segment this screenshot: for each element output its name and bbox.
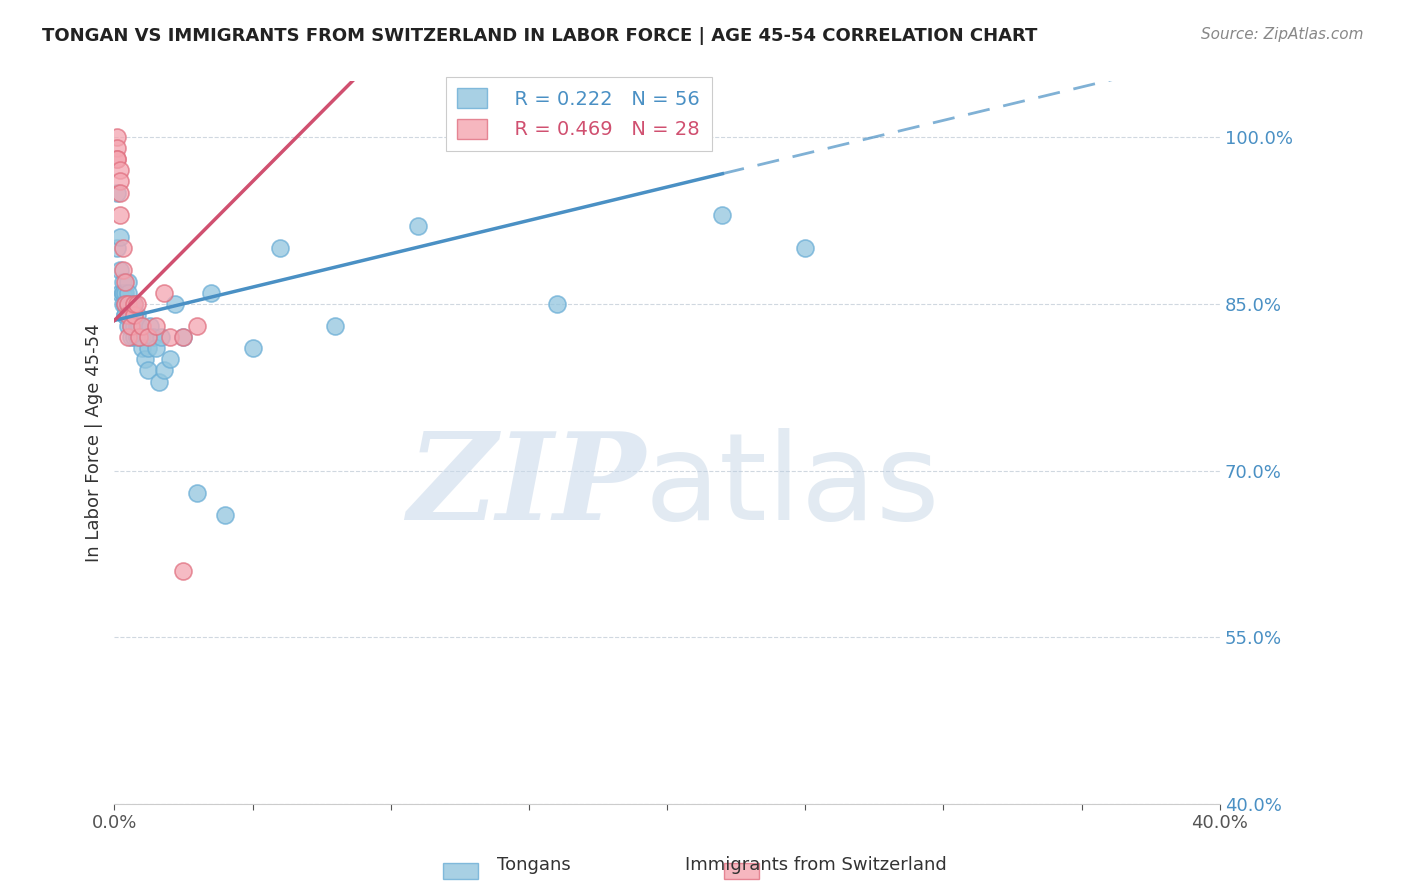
Point [546,297,568,311]
Point [122,297,145,311]
Point [125,297,148,311]
Point [145,341,167,355]
Point [114,275,136,289]
Text: atlas: atlas [645,427,941,545]
Point [114,308,136,322]
Point [159,352,181,367]
Point [122,297,145,311]
Text: Tongans: Tongans [498,855,571,873]
Point [159,330,181,344]
Point [200,285,222,300]
Point [111,285,134,300]
Point [173,330,195,344]
Point [117,330,139,344]
Point [139,318,162,333]
Point [131,330,153,344]
Point [108,263,131,277]
Point [142,330,165,344]
Point [105,130,128,145]
Point [214,508,236,522]
Point [108,174,131,188]
Y-axis label: In Labor Force | Age 45-54: In Labor Force | Age 45-54 [86,324,103,562]
Point [105,153,128,167]
Point [153,285,176,300]
Point [711,208,734,222]
Point [325,318,347,333]
Point [117,297,139,311]
Point [108,186,131,200]
Point [165,297,187,311]
Point [114,285,136,300]
Point [136,341,159,355]
Point [136,330,159,344]
Point [186,485,208,500]
Point [186,318,208,333]
Point [120,297,142,311]
Point [117,275,139,289]
Point [131,341,153,355]
Point [128,330,150,344]
Point [111,275,134,289]
Point [125,308,148,322]
Point [117,318,139,333]
Point [131,318,153,333]
Point [150,330,173,344]
Point [173,564,195,578]
Point [134,352,156,367]
Point [111,241,134,255]
Point [242,341,264,355]
Point [269,241,291,255]
Point [794,241,817,255]
Point [108,163,131,178]
Legend:   R = 0.222   N = 56,   R = 0.469   N = 28: R = 0.222 N = 56, R = 0.469 N = 28 [446,77,711,151]
Point [122,318,145,333]
Point [128,318,150,333]
Text: ZIP: ZIP [406,426,645,545]
Point [120,318,142,333]
Point [108,208,131,222]
Point [108,230,131,244]
Point [122,330,145,344]
Point [153,363,176,377]
Point [122,308,145,322]
Point [136,363,159,377]
Point [111,297,134,311]
Point [148,375,170,389]
Point [114,297,136,311]
Text: TONGAN VS IMMIGRANTS FROM SWITZERLAND IN LABOR FORCE | AGE 45-54 CORRELATION CHA: TONGAN VS IMMIGRANTS FROM SWITZERLAND IN… [42,27,1038,45]
Point [105,241,128,255]
Point [108,285,131,300]
Point [105,186,128,200]
Point [408,219,430,233]
Point [114,297,136,311]
Point [117,308,139,322]
Point [111,285,134,300]
Point [114,297,136,311]
Point [128,330,150,344]
Point [111,263,134,277]
Point [105,141,128,155]
Text: Source: ZipAtlas.com: Source: ZipAtlas.com [1201,27,1364,42]
Point [105,153,128,167]
Point [125,330,148,344]
Point [122,308,145,322]
Point [117,297,139,311]
Point [120,318,142,333]
Point [173,330,195,344]
Point [125,318,148,333]
Point [114,308,136,322]
Point [117,308,139,322]
Point [120,330,142,344]
Text: Immigrants from Switzerland: Immigrants from Switzerland [685,855,946,873]
Point [117,285,139,300]
Point [145,318,167,333]
Point [120,308,142,322]
